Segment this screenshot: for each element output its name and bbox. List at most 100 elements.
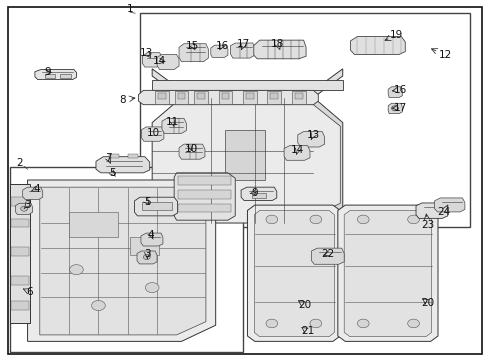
Polygon shape <box>174 91 188 104</box>
Polygon shape <box>254 40 306 59</box>
Bar <box>177 176 231 185</box>
Polygon shape <box>10 184 30 323</box>
Polygon shape <box>35 69 76 80</box>
Text: 2: 2 <box>16 158 23 168</box>
Bar <box>45 74 55 78</box>
Polygon shape <box>23 187 43 199</box>
Polygon shape <box>143 53 162 67</box>
Polygon shape <box>298 132 325 147</box>
Polygon shape <box>194 91 208 104</box>
Circle shape <box>92 301 105 311</box>
Text: 23: 23 <box>421 220 434 230</box>
Text: 9: 9 <box>251 188 258 198</box>
Polygon shape <box>230 43 255 58</box>
Bar <box>11 276 28 285</box>
Text: 14: 14 <box>152 56 166 66</box>
Text: 4: 4 <box>33 184 40 194</box>
Polygon shape <box>388 87 402 98</box>
Polygon shape <box>247 205 340 341</box>
Polygon shape <box>292 91 306 104</box>
Bar <box>128 154 138 158</box>
Polygon shape <box>162 118 186 134</box>
Text: 22: 22 <box>321 249 335 259</box>
Text: 9: 9 <box>45 67 51 77</box>
Text: 19: 19 <box>390 30 403 40</box>
Text: 1: 1 <box>127 4 133 14</box>
Bar <box>177 204 231 212</box>
Polygon shape <box>142 127 164 141</box>
Bar <box>69 212 118 237</box>
Bar <box>177 190 231 199</box>
Text: 11: 11 <box>166 117 179 127</box>
Bar <box>225 130 265 180</box>
Circle shape <box>408 215 419 224</box>
Polygon shape <box>243 91 257 104</box>
Bar <box>252 193 267 198</box>
Circle shape <box>70 265 83 275</box>
Bar <box>143 202 172 211</box>
Bar <box>177 93 185 99</box>
Bar <box>130 237 159 255</box>
Polygon shape <box>241 187 277 201</box>
Polygon shape <box>157 54 179 69</box>
Bar <box>140 13 470 226</box>
Polygon shape <box>152 80 343 90</box>
Polygon shape <box>435 198 465 212</box>
Text: 13: 13 <box>140 48 153 58</box>
Text: 18: 18 <box>271 39 284 49</box>
Text: 20: 20 <box>422 298 435 308</box>
Text: 3: 3 <box>24 200 30 210</box>
Polygon shape <box>388 103 402 114</box>
Bar <box>109 154 119 158</box>
Text: 16: 16 <box>394 85 407 95</box>
Text: 12: 12 <box>439 50 452 60</box>
Text: 15: 15 <box>186 41 199 51</box>
Polygon shape <box>211 45 228 57</box>
Circle shape <box>310 319 322 328</box>
Bar <box>158 93 166 99</box>
Polygon shape <box>284 145 310 160</box>
Polygon shape <box>96 157 150 173</box>
Bar <box>270 93 278 99</box>
Bar <box>11 301 28 310</box>
Polygon shape <box>179 144 205 159</box>
Text: 4: 4 <box>148 230 154 240</box>
Circle shape <box>408 319 419 328</box>
Polygon shape <box>416 203 448 219</box>
Circle shape <box>21 206 27 211</box>
Bar <box>60 74 71 78</box>
Text: 5: 5 <box>109 168 116 178</box>
Polygon shape <box>15 203 32 215</box>
Text: 14: 14 <box>291 145 304 155</box>
Polygon shape <box>268 91 281 104</box>
Text: 8: 8 <box>120 95 126 105</box>
Circle shape <box>310 215 322 224</box>
Text: 17: 17 <box>237 40 250 49</box>
Bar <box>10 167 243 352</box>
Text: 21: 21 <box>301 326 314 336</box>
Circle shape <box>266 215 278 224</box>
Polygon shape <box>350 37 405 54</box>
Polygon shape <box>314 98 343 223</box>
Polygon shape <box>254 211 334 337</box>
Polygon shape <box>40 187 206 335</box>
Text: 24: 24 <box>438 207 451 217</box>
Polygon shape <box>135 197 177 216</box>
Polygon shape <box>137 251 157 264</box>
Text: 5: 5 <box>144 197 150 207</box>
Circle shape <box>266 319 278 328</box>
Text: 7: 7 <box>105 153 112 163</box>
Polygon shape <box>152 98 343 223</box>
Polygon shape <box>174 173 235 220</box>
Circle shape <box>357 319 369 328</box>
Polygon shape <box>312 248 344 264</box>
Text: 3: 3 <box>144 249 150 259</box>
Text: 10: 10 <box>147 128 160 138</box>
Text: 17: 17 <box>394 103 407 113</box>
Polygon shape <box>219 91 232 104</box>
Bar <box>295 93 303 99</box>
Bar <box>221 93 229 99</box>
Bar <box>246 93 254 99</box>
Circle shape <box>392 106 398 111</box>
Polygon shape <box>139 90 318 105</box>
